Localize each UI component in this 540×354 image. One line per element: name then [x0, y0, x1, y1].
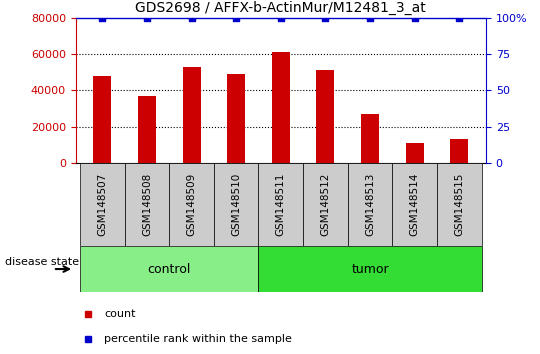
FancyBboxPatch shape — [437, 163, 482, 246]
Text: GSM148509: GSM148509 — [187, 173, 197, 236]
Bar — [138, 96, 156, 163]
Bar — [316, 70, 334, 163]
Point — [455, 15, 463, 21]
FancyBboxPatch shape — [169, 163, 214, 246]
Text: GSM148514: GSM148514 — [410, 173, 420, 236]
Bar — [93, 76, 111, 163]
Point — [187, 15, 196, 21]
Bar — [406, 143, 423, 163]
Text: control: control — [147, 263, 191, 275]
Point — [143, 15, 151, 21]
Bar — [361, 114, 379, 163]
Title: GDS2698 / AFFX-b-ActinMur/M12481_3_at: GDS2698 / AFFX-b-ActinMur/M12481_3_at — [136, 1, 426, 15]
FancyBboxPatch shape — [303, 163, 348, 246]
Text: GSM148510: GSM148510 — [231, 173, 241, 236]
Text: count: count — [104, 309, 136, 319]
Text: GSM148512: GSM148512 — [320, 173, 330, 236]
FancyBboxPatch shape — [214, 163, 259, 246]
Text: GSM148511: GSM148511 — [276, 173, 286, 236]
FancyBboxPatch shape — [259, 246, 482, 292]
Text: GSM148507: GSM148507 — [97, 173, 107, 236]
Point — [366, 15, 374, 21]
Point — [232, 15, 240, 21]
FancyBboxPatch shape — [80, 163, 125, 246]
FancyBboxPatch shape — [348, 163, 393, 246]
Bar — [450, 139, 468, 163]
FancyBboxPatch shape — [259, 163, 303, 246]
FancyBboxPatch shape — [125, 163, 169, 246]
Bar — [272, 52, 290, 163]
FancyBboxPatch shape — [80, 246, 259, 292]
Text: percentile rank within the sample: percentile rank within the sample — [104, 333, 292, 343]
FancyBboxPatch shape — [393, 163, 437, 246]
Text: GSM148508: GSM148508 — [142, 173, 152, 236]
Text: GSM148515: GSM148515 — [454, 173, 464, 236]
Text: GSM148513: GSM148513 — [365, 173, 375, 236]
Text: disease state: disease state — [5, 257, 79, 267]
Bar — [183, 67, 200, 163]
Point — [321, 15, 330, 21]
Bar — [227, 74, 245, 163]
Point — [98, 15, 107, 21]
Point — [276, 15, 285, 21]
Point — [410, 15, 419, 21]
Text: tumor: tumor — [351, 263, 389, 275]
